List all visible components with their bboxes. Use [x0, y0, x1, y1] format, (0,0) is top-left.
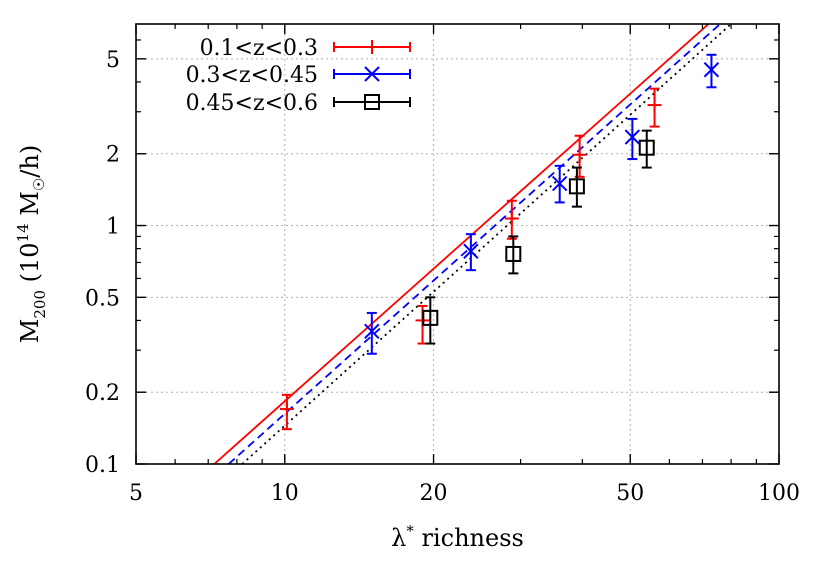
marker	[624, 129, 641, 145]
marker-d2	[364, 66, 380, 82]
marker	[505, 245, 522, 262]
data-point-s1-3	[504, 199, 519, 240]
marker-d2	[364, 323, 380, 340]
fit-line-series-2	[228, 24, 721, 464]
marker	[463, 243, 479, 259]
marker-d2	[624, 129, 641, 145]
x-tick-label: 20	[420, 481, 448, 506]
marker	[279, 402, 294, 417]
marker	[504, 211, 519, 226]
legend-marker-1	[365, 40, 379, 54]
legend-label-1: 0.1<z<0.3	[200, 36, 318, 61]
y-axis-title: M200 (1014 M☉/h)	[14, 145, 49, 343]
legend-marker-3	[364, 94, 380, 110]
marker-square	[568, 178, 585, 195]
marker-d2	[463, 243, 479, 259]
fit-line-series-1	[213, 24, 710, 464]
data-point-s3-2	[505, 235, 522, 275]
x-axis-title: λ* richness	[391, 522, 524, 552]
y-tick-label: 0.2	[85, 381, 120, 406]
y-tick-label: 0.1	[85, 453, 120, 478]
marker-square	[638, 139, 655, 156]
axis-ticks: 5 10 20 50 100 0.1 0.2 0.5 1 2 5	[85, 24, 800, 506]
marker-d2	[552, 175, 568, 192]
y-tick-label: 1	[106, 215, 120, 240]
data-point-s2-5	[703, 53, 720, 89]
x-tick-label: 50	[616, 481, 644, 506]
x-tick-label: 10	[271, 481, 299, 506]
plot-frame	[135, 23, 780, 465]
marker	[552, 175, 568, 192]
data-point-s3-4	[638, 129, 655, 169]
data-point-s2-4	[624, 117, 641, 161]
marker	[703, 62, 720, 78]
data-point-s2-3	[552, 164, 568, 204]
data-point-s3-3	[568, 166, 585, 208]
fit-lines	[213, 24, 732, 464]
data-point-s1-4	[572, 134, 587, 178]
y-tick-label: 2	[106, 143, 120, 168]
marker	[364, 323, 380, 340]
marker-square	[364, 94, 380, 110]
marker	[568, 178, 585, 195]
data-point-s1-1	[279, 393, 294, 431]
legend-label-2: 0.3<z<0.45	[186, 63, 318, 88]
data-point-s2-2	[463, 233, 479, 272]
data-point-s3-1	[422, 296, 439, 345]
marker	[422, 309, 439, 326]
fit-line-series-3	[241, 24, 732, 464]
data-points	[279, 53, 720, 431]
y-tick-label: 5	[106, 48, 120, 73]
legend: 0.1<z<0.30.3<z<0.45 0.45<z<0.6	[186, 36, 411, 116]
marker-d2	[703, 62, 720, 78]
marker-square	[422, 309, 439, 326]
legend-marker-2	[364, 66, 380, 82]
marker	[638, 139, 655, 156]
data-point-s2-1	[364, 311, 380, 355]
marker	[572, 147, 587, 162]
marker	[647, 98, 662, 113]
data-point-s1-5	[647, 87, 662, 128]
grid	[136, 24, 779, 464]
legend-label-3: 0.45<z<0.6	[186, 91, 318, 116]
x-tick-label: 100	[758, 481, 800, 506]
x-tick-label: 5	[129, 481, 143, 506]
marker-square	[505, 245, 522, 262]
y-tick-label: 0.5	[85, 286, 120, 311]
